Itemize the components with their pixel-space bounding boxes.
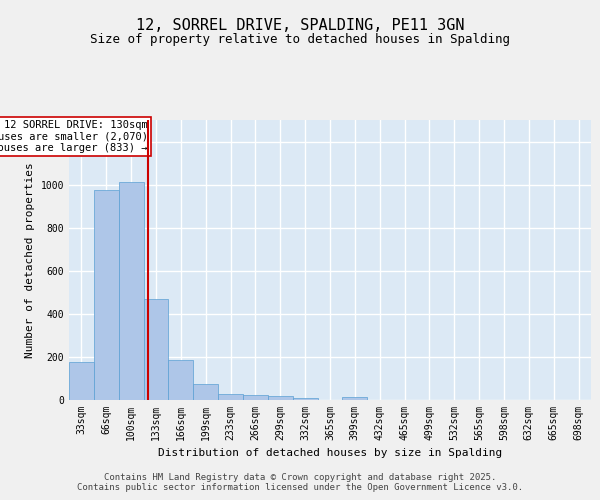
Bar [169, 360, 193, 400]
Bar [218, 394, 243, 400]
Bar [268, 396, 293, 400]
Text: Contains HM Land Registry data © Crown copyright and database right 2025.
Contai: Contains HM Land Registry data © Crown c… [77, 473, 523, 492]
Text: 12, SORREL DRIVE, SPALDING, PE11 3GN: 12, SORREL DRIVE, SPALDING, PE11 3GN [136, 18, 464, 32]
Bar [193, 384, 218, 400]
Bar [94, 190, 119, 400]
Bar [143, 299, 169, 400]
Bar [119, 182, 143, 400]
Text: 12 SORREL DRIVE: 130sqm
← 71% of detached houses are smaller (2,070)
28% of semi: 12 SORREL DRIVE: 130sqm ← 71% of detache… [0, 120, 148, 153]
X-axis label: Distribution of detached houses by size in Spalding: Distribution of detached houses by size … [158, 448, 502, 458]
Bar [69, 362, 94, 400]
Bar [343, 398, 367, 400]
Bar [293, 398, 317, 400]
Text: Size of property relative to detached houses in Spalding: Size of property relative to detached ho… [90, 32, 510, 46]
Y-axis label: Number of detached properties: Number of detached properties [25, 162, 35, 358]
Bar [243, 396, 268, 400]
